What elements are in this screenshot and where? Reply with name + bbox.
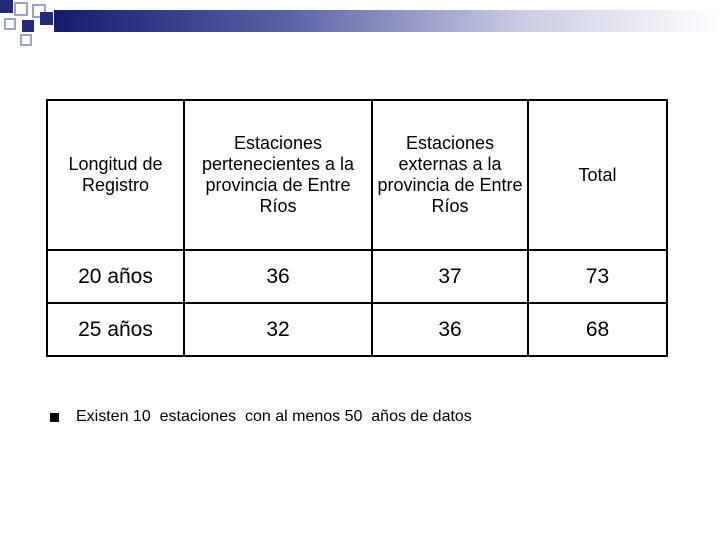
data-table: Longitud de Registro Estaciones pertenec… — [46, 99, 668, 357]
decor-square-1 — [0, 0, 13, 13]
decor-square-3 — [32, 4, 46, 18]
table-header-row: Longitud de Registro Estaciones pertenec… — [46, 99, 668, 251]
header-longitud: Longitud de Registro — [46, 99, 185, 251]
header-total: Total — [527, 99, 668, 251]
header-estaciones-entre-rios: Estaciones pertenecientes a la provincia… — [183, 99, 373, 251]
decor-square-5 — [22, 20, 34, 32]
decor-square-7 — [20, 34, 32, 46]
table-cell: 32 — [183, 302, 373, 357]
table-cell: 36 — [183, 249, 373, 304]
bullet-note-text: Existen 10 estaciones con al menos 50 añ… — [76, 408, 472, 425]
table-cell: 20 años — [46, 249, 185, 304]
table-cell: 36 — [371, 302, 529, 357]
table-row: 25 años 32 36 68 — [46, 302, 668, 357]
decor-square-2 — [14, 2, 28, 16]
decor-square-6 — [4, 18, 16, 30]
table-cell: 68 — [527, 302, 668, 357]
table-row: 20 años 36 37 73 — [46, 249, 668, 304]
table-cell: 37 — [371, 249, 529, 304]
decor-square-4 — [40, 12, 53, 25]
table-cell: 73 — [527, 249, 668, 304]
header-estaciones-externas: Estaciones externas a la provincia de En… — [371, 99, 529, 251]
bullet-square-icon — [50, 412, 59, 422]
bullet-note: Existen 10 estaciones con al menos 50 añ… — [50, 408, 472, 426]
header-gradient-bar — [54, 10, 720, 32]
table-cell: 25 años — [46, 302, 185, 357]
